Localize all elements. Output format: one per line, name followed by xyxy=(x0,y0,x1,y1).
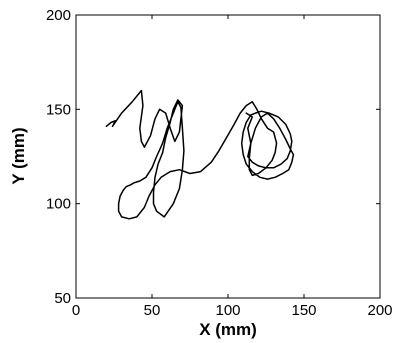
y-tick-label: 200 xyxy=(46,7,71,24)
x-tick-label: 100 xyxy=(215,302,240,319)
plot-frame xyxy=(76,15,380,298)
y-tick-label: 50 xyxy=(54,290,71,307)
y-axis-label: Y (mm) xyxy=(9,127,28,184)
y-tick-label: 100 xyxy=(46,196,71,213)
x-tick-label: 0 xyxy=(72,302,80,319)
y-tick-label: 150 xyxy=(46,101,71,118)
x-tick-label: 200 xyxy=(367,302,392,319)
x-tick-label: 50 xyxy=(144,302,161,319)
x-axis-label: X (mm) xyxy=(199,320,257,339)
x-tick-label: 150 xyxy=(291,302,316,319)
